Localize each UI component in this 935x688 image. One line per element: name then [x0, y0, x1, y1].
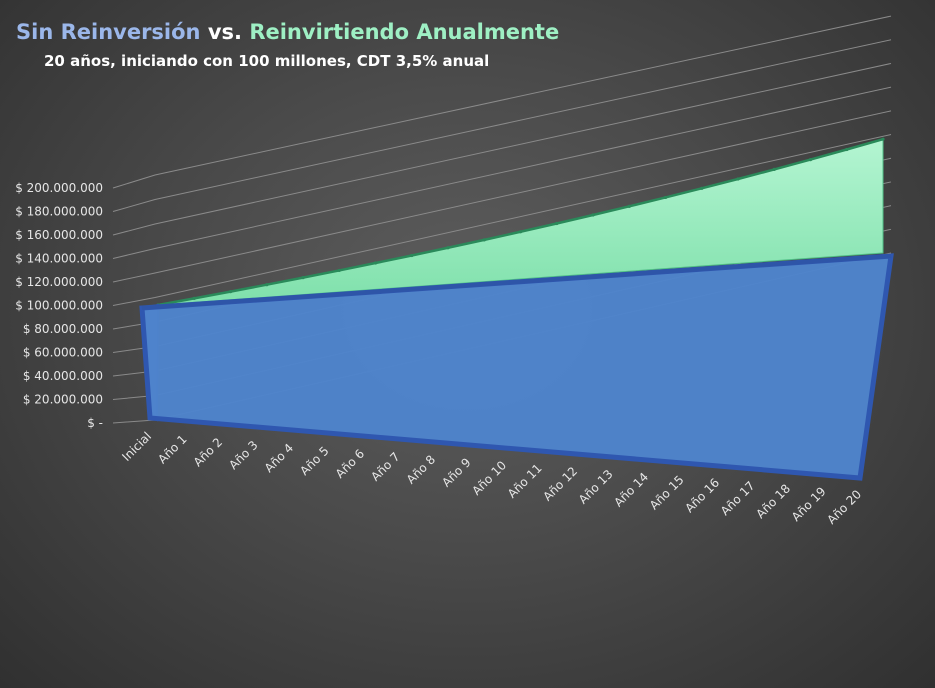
point-reinvirtiendo — [446, 246, 450, 250]
x-tick-label: Año 1 — [155, 432, 189, 466]
x-tick-label: Año 3 — [226, 438, 260, 472]
x-tick-label: Año 17 — [718, 479, 758, 519]
x-tick-label: Año 4 — [262, 441, 296, 475]
point-reinvirtiendo — [410, 253, 414, 258]
y-tick-label: $ 160.000.000 — [15, 228, 103, 242]
point-reinvirtiendo — [591, 213, 595, 217]
point-reinvirtiendo — [555, 221, 559, 226]
point-reinvirtiendo — [772, 167, 776, 172]
gridline — [112, 110, 892, 283]
series-reinvirtiendo — [156, 137, 885, 307]
y-tick-label: $ 80.000.000 — [23, 322, 103, 336]
point-reinvirtiendo — [808, 157, 813, 162]
point-reinvirtiendo — [845, 147, 849, 152]
x-tick-label: Inicial — [119, 429, 154, 464]
point-reinvirtiendo — [482, 238, 486, 242]
gridline — [112, 15, 892, 189]
point-reinvirtiendo — [663, 195, 668, 200]
x-tick-label: Año 14 — [611, 470, 651, 510]
x-tick-label: Año 13 — [576, 467, 616, 507]
x-tick-label: Año 2 — [191, 435, 225, 469]
point-reinvirtiendo — [265, 283, 269, 287]
y-tick-label: $ 60.000.000 — [23, 346, 103, 360]
x-tick-label: Año 10 — [469, 458, 509, 498]
x-tick-label: Año 9 — [439, 455, 473, 489]
x-tick-label: Año 11 — [505, 461, 545, 501]
title-series-sin-reinversion: Sin Reinversión — [16, 20, 201, 44]
title-series-reinvirtiendo: Reinvirtiendo Anualmente — [249, 20, 560, 44]
title-connector: vs. — [200, 20, 250, 44]
y-tick-label: $ 40.000.000 — [23, 369, 103, 383]
series-sin-reinversion — [139, 253, 894, 481]
x-tick-label: Año 12 — [540, 464, 580, 504]
point-reinvirtiendo — [301, 276, 305, 280]
x-tick-label: Año 7 — [368, 450, 402, 484]
point-reinvirtiendo — [700, 186, 704, 190]
chart-title: Sin Reinversión vs. Reinvirtiendo Anualm… — [16, 20, 559, 44]
y-tick-label: $ 180.000.000 — [15, 205, 103, 219]
y-tick-label: $ 120.000.000 — [15, 275, 103, 289]
y-tick-label: $ 140.000.000 — [15, 252, 103, 266]
point-reinvirtiendo — [736, 177, 740, 181]
x-tick-label: Año 19 — [789, 484, 829, 524]
point-reinvirtiendo — [337, 268, 341, 273]
y-tick-label: $ - — [87, 416, 103, 430]
gridline — [112, 86, 892, 259]
x-tick-label: Año 15 — [647, 473, 687, 513]
point-reinvirtiendo — [373, 261, 378, 265]
gridline — [112, 62, 892, 236]
point-reinvirtiendo — [192, 296, 196, 300]
y-tick-label: $ 200.000.000 — [15, 181, 103, 195]
y-tick-label: $ 20.000.000 — [23, 393, 103, 407]
y-tick-label: $ 100.000.000 — [15, 299, 103, 313]
point-reinvirtiendo — [627, 204, 631, 208]
x-tick-label: Año 5 — [297, 444, 331, 478]
point-reinvirtiendo — [881, 137, 885, 141]
x-tick-label: Año 16 — [682, 476, 722, 516]
y-axis: $ - $ 20.000.000 $ 40.000.000 $ 60.000.000 $… — [15, 181, 103, 430]
x-tick-label: Año 8 — [404, 452, 438, 486]
point-reinvirtiendo — [518, 230, 523, 234]
gridline — [112, 134, 892, 306]
point-reinvirtiendo — [228, 290, 233, 294]
x-tick-label: Año 18 — [753, 481, 793, 521]
gridline — [112, 39, 892, 212]
line-sin-reinversion — [141, 254, 892, 310]
x-tick-label: Año 20 — [824, 487, 864, 527]
chart-subtitle: 20 años, iniciando con 100 millones, CDT… — [44, 52, 490, 70]
x-tick-label: Año 6 — [333, 447, 367, 481]
